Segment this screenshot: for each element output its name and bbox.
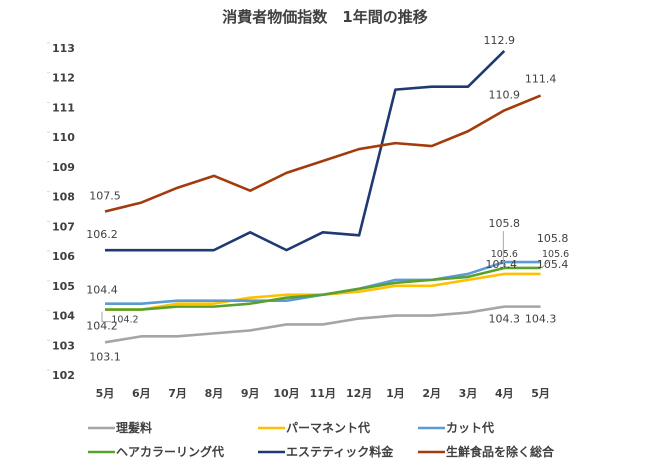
y-tick-label: 107 — [52, 220, 75, 233]
y-tick-label: 112 — [52, 72, 75, 85]
x-tick-label: 4月 — [495, 387, 514, 400]
series-line-0 — [104, 305, 541, 344]
y-axis: 102 103 104 105 106 107 108 109 110 111 112 113 — [47, 42, 75, 382]
chart-title: 消費者物価指数 1年間の推移 — [222, 8, 427, 26]
data-label: 103.1 — [89, 350, 121, 363]
y-tick-label: 110 — [52, 131, 75, 144]
y-tick-label: 108 — [52, 191, 75, 204]
series-line-5 — [104, 94, 542, 213]
y-tick-label: 104 — [52, 310, 75, 323]
x-tick-label: 9月 — [241, 387, 260, 400]
legend-label: ヘアカラーリング代 — [116, 444, 224, 459]
legend-label: 理髪料 — [116, 420, 152, 435]
data-label: 111.4 — [525, 73, 557, 86]
plot-area — [104, 50, 542, 344]
y-tick-label: 105 — [52, 280, 75, 293]
x-tick-label: 10月 — [273, 387, 299, 400]
leader-line — [101, 311, 111, 323]
data-label: 110.9 — [489, 88, 521, 101]
x-tick-label: 3月 — [459, 387, 478, 400]
data-label: 104.3 — [525, 313, 557, 326]
y-tick-label: 102 — [52, 369, 75, 382]
x-tick-label: 6月 — [132, 387, 151, 400]
leader-line — [541, 259, 551, 269]
legend-label: カット代 — [446, 420, 494, 435]
x-axis: 5月 6月 7月 8月 9月 10月 11月 12月 1月 2月 3月 4月 5月 — [96, 387, 550, 400]
x-tick-label: 8月 — [205, 387, 224, 400]
x-tick-label: 7月 — [168, 387, 187, 400]
data-label: 112.9 — [484, 34, 516, 47]
data-label: 105.4 — [486, 258, 518, 271]
series-line-4 — [105, 50, 506, 252]
x-tick-label: 5月 — [96, 387, 115, 400]
series-line-3 — [105, 266, 541, 311]
y-tick-label: 103 — [52, 339, 75, 352]
legend-label: 生鮮食品を除く総合 — [446, 444, 555, 459]
data-label: 104.4 — [86, 284, 118, 297]
x-tick-label: 11月 — [310, 387, 336, 400]
y-tick-label: 113 — [52, 42, 75, 55]
data-label: 105.8 — [489, 217, 521, 230]
data-label: 105.4 — [537, 258, 569, 271]
y-tick-label: 106 — [52, 250, 75, 263]
legend-label: エステティック料金 — [286, 444, 394, 459]
data-label: 104.2 — [111, 315, 138, 326]
series-line-1 — [105, 272, 541, 311]
y-tick-label: 109 — [52, 161, 75, 174]
series-line-2 — [105, 260, 541, 305]
x-tick-label: 12月 — [346, 387, 372, 400]
data-label: 105.6 — [542, 249, 569, 260]
data-labels: 103.1 104.3 104.3 104.2 105.4 105.4 104.4 105.8… — [86, 34, 569, 363]
data-label: 107.5 — [89, 190, 121, 203]
x-tick-label: 1月 — [386, 387, 405, 400]
x-tick-label: 5月 — [531, 387, 550, 400]
data-label: 105.6 — [491, 249, 518, 260]
data-label: 104.3 — [489, 313, 521, 326]
data-label: 106.2 — [86, 228, 118, 241]
data-label: 104.2 — [86, 320, 118, 333]
y-tick-label: 111 — [52, 101, 75, 114]
legend-label: パーマネント代 — [286, 420, 370, 435]
x-tick-label: 2月 — [422, 387, 441, 400]
data-label: 105.8 — [537, 232, 569, 245]
